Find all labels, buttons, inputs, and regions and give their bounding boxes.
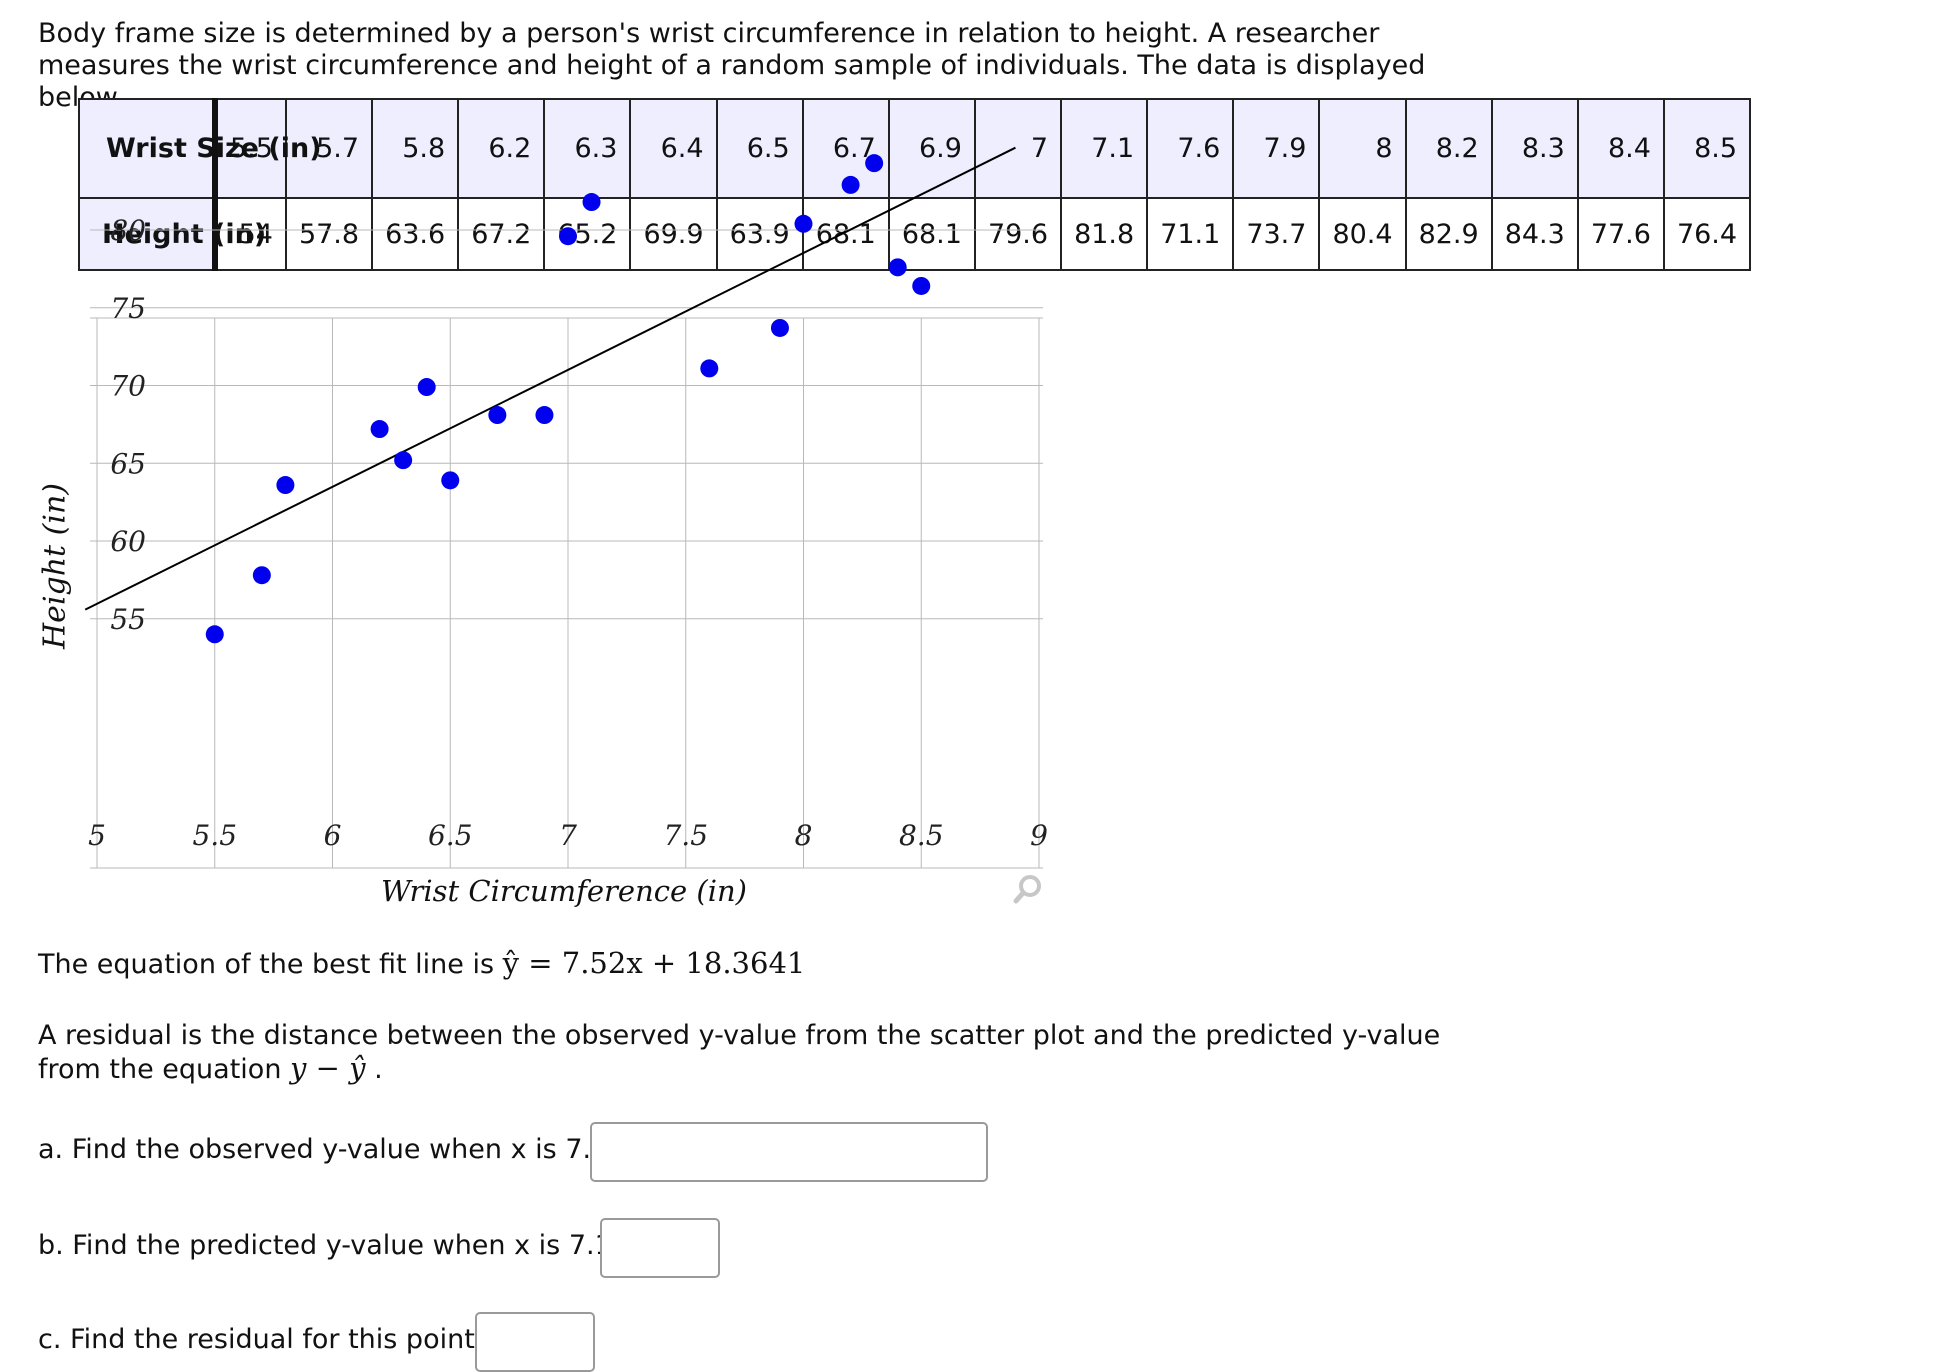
y-tick-label: 55: [110, 603, 146, 636]
height-cell: 82.9: [1404, 197, 1493, 271]
data-point: [865, 154, 884, 173]
height-cell: 69.9: [629, 197, 718, 271]
height-cell: 79.6: [973, 197, 1063, 271]
y-tick-label: 80: [110, 214, 146, 247]
height-cell: 68.1: [887, 197, 976, 271]
x-axis-label: Wrist Circumference (in): [381, 874, 747, 908]
wrist-cell: 7.9: [1232, 98, 1321, 199]
data-point: [912, 276, 931, 295]
data-point: [488, 406, 507, 425]
wrist-cell: 7.1: [1060, 98, 1149, 199]
height-cell: 67.2: [457, 197, 546, 271]
wrist-cell: 8: [1318, 98, 1407, 199]
scatter-chart: 5 5.5 6 6.5 7 7.5 8 8.5 9 55 60 65 70 75 80: [84, 146, 1048, 869]
wrist-cell: 8.3: [1490, 98, 1579, 199]
height-cell: 76.4: [1662, 197, 1752, 271]
data-point: [394, 451, 413, 470]
y-tick-label: 75: [110, 292, 146, 325]
x-tick-label: 5: [88, 819, 106, 852]
best-fit-line: [84, 146, 1016, 611]
y-tick-label: 60: [110, 525, 146, 558]
height-cell: 68.1: [801, 197, 890, 271]
data-point: [370, 420, 389, 439]
wrist-cell: 5.8: [371, 98, 460, 199]
data-point: [770, 318, 789, 337]
scatter-points: [205, 154, 931, 644]
data-point: [535, 406, 554, 425]
height-cell: 71.1: [1146, 197, 1235, 271]
height-cell: 77.6: [1576, 197, 1665, 271]
wrist-cell: 8.2: [1404, 98, 1493, 199]
data-table: Wrist Size (in) 5.5 5.7 5.8 6.2 6.3 6.4 6.5 6.7…: [78, 98, 1752, 271]
height-cell: 73.7: [1232, 197, 1321, 271]
wrist-cell: 8.5: [1662, 98, 1752, 199]
wrist-cell: 5.5: [214, 98, 287, 199]
equation-prefix: The equation of the best fit line is: [38, 949, 503, 980]
residual-definition: A residual is the distance between the o…: [38, 1020, 1478, 1086]
x-tick-label: 5.5: [192, 819, 237, 852]
x-tick-label: 7.5: [663, 819, 708, 852]
height-cell: 80.4: [1318, 197, 1407, 271]
wrist-cell: 7: [973, 98, 1063, 199]
wrist-cell: 5.7: [284, 98, 374, 199]
height-cell: 63.9: [715, 197, 804, 271]
question-b: b. Find the predicted y-value when x is …: [38, 1230, 612, 1261]
x-tick-label: 8: [795, 819, 813, 852]
best-fit-equation: The equation of the best fit line is ŷ =…: [38, 946, 805, 980]
wrist-cell: 6.9: [887, 98, 976, 199]
data-point: [441, 471, 460, 490]
data-point: [559, 227, 577, 246]
height-cell: 63.6: [371, 197, 460, 271]
residual-suffix: .: [374, 1054, 383, 1085]
residual-text: A residual is the distance between the o…: [38, 1020, 1441, 1085]
wrist-row: Wrist Size (in) 5.5 5.7 5.8 6.2 6.3 6.4 6.5 6.7…: [78, 98, 1752, 199]
height-row: Height (in) 54 57.8 63.6 67.2 65.2 69.9 63.9 68…: [78, 197, 1752, 271]
chart-tick-labels: 5 5.5 6 6.5 7 7.5 8 8.5 9 55 60 65 70 75 80: [88, 214, 1048, 852]
data-point: [794, 214, 813, 233]
height-cell: 57.8: [284, 197, 374, 271]
chart-grid: [90, 229, 1043, 869]
data-point: [841, 175, 860, 194]
wrist-cell: 6.2: [457, 98, 546, 199]
y-tick-label: 65: [110, 447, 146, 480]
problem-intro: Body frame size is determined by a perso…: [38, 18, 1426, 113]
x-tick-label: 9: [1030, 819, 1048, 852]
question-a: a. Find the observed y-value when x is 7…: [38, 1134, 609, 1165]
answer-c-input[interactable]: [475, 1312, 595, 1372]
height-cell: 81.8: [1060, 197, 1149, 271]
y-axis-label: Height (in): [37, 483, 73, 649]
y-tick-label: 70: [110, 370, 146, 403]
residual-formula: y − ŷ: [290, 1051, 366, 1085]
height-cell: 84.3: [1490, 197, 1579, 271]
question-c: c. Find the residual for this point: [38, 1324, 475, 1355]
wrist-cell: 8.4: [1576, 98, 1665, 199]
data-point: [276, 476, 295, 495]
x-tick-label: 6.5: [428, 819, 473, 852]
data-point: [700, 359, 719, 378]
x-tick-label: 7: [559, 819, 577, 852]
wrist-cell: 6.3: [543, 98, 632, 199]
magnifier-icon[interactable]: [1008, 870, 1048, 910]
x-tick-label: 8.5: [899, 819, 944, 852]
height-row-header: Height (in): [78, 197, 266, 271]
x-tick-label: 6: [324, 819, 342, 852]
wrist-row-header: Wrist Size (in): [78, 98, 322, 199]
wrist-cell: 6.4: [629, 98, 718, 199]
data-point: [582, 193, 601, 212]
data-point: [888, 258, 907, 277]
wrist-cell: 7.6: [1146, 98, 1235, 199]
answer-b-input[interactable]: [600, 1218, 720, 1278]
answer-a-input[interactable]: [590, 1122, 988, 1182]
wrist-cell: 6.5: [715, 98, 804, 199]
height-cell: 54: [214, 197, 287, 271]
data-point: [417, 378, 436, 397]
data-point: [252, 566, 271, 585]
equation-formula: ŷ = 7.52x + 18.3641: [502, 946, 806, 980]
data-point: [205, 625, 224, 644]
